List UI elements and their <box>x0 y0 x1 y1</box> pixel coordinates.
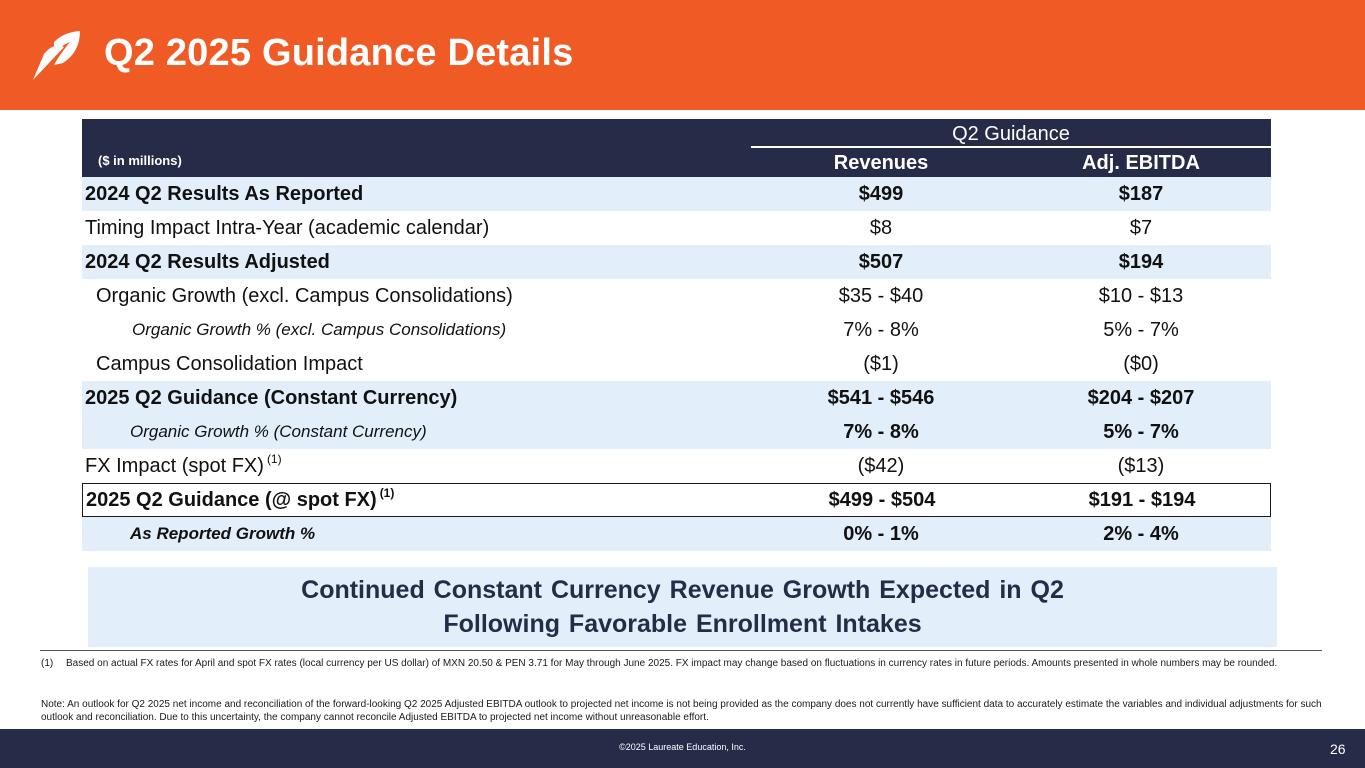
footnote-text: Based on actual FX rates for April and s… <box>66 658 1278 669</box>
footnote-divider <box>40 650 1322 651</box>
disclaimer-note: Note: An outlook for Q2 2025 net income … <box>41 699 1322 723</box>
row-label: Campus Consolidation Impact <box>96 352 363 375</box>
copyright-text: ©2025 Laureate Education, Inc. <box>619 742 746 752</box>
table-row: Timing Impact Intra-Year (academic calen… <box>82 211 1271 245</box>
revenues-cell: 0% - 1% <box>843 522 919 545</box>
revenues-cell: 7% - 8% <box>843 420 919 443</box>
row-label-text: 2025 Q2 Guidance (@ spot FX) <box>86 488 377 511</box>
table-row: Organic Growth % (Constant Currency) 7% … <box>82 415 1271 449</box>
revenues-cell: $8 <box>869 216 893 239</box>
guidance-table: ($ in millions) Q2 Guidance Revenues Adj… <box>82 119 1271 551</box>
row-label: 2024 Q2 Results As Reported <box>85 182 364 205</box>
leaf-logo-icon <box>33 31 80 80</box>
column-header-adj-ebitda: Adj. EBITDA <box>1082 152 1200 174</box>
ebitda-cell: $187 <box>1118 182 1164 205</box>
table-row: Campus Consolidation Impact ($1) ($0) <box>82 347 1271 381</box>
ebitda-cell: $10 - $13 <box>1098 284 1184 307</box>
row-label: 2025 Q2 Guidance (@ spot FX) (1) <box>86 484 394 516</box>
group-header-divider <box>751 146 1271 148</box>
table-row: As Reported Growth % 0% - 1% 2% - 4% <box>82 517 1271 551</box>
units-label: ($ in millions) <box>98 153 182 168</box>
footnote-marker: (1) <box>379 486 395 500</box>
ebitda-cell: ($0) <box>1123 352 1159 375</box>
callout-line-2: Following Favorable Enrollment Intakes <box>443 610 922 638</box>
footnote-1: (1) Based on actual FX rates for April a… <box>41 657 1321 670</box>
row-label: FX Impact (spot FX) (1) <box>85 449 282 483</box>
revenues-cell: ($1) <box>863 352 899 375</box>
column-header-revenues: Revenues <box>833 152 929 174</box>
header-bar: Q2 2025 Guidance Details <box>0 0 1365 110</box>
ebitda-cell: 5% - 7% <box>1103 420 1179 443</box>
row-label: 2024 Q2 Results Adjusted <box>85 250 330 273</box>
ebitda-cell: 5% - 7% <box>1103 318 1179 341</box>
table-row: 2024 Q2 Results Adjusted $507 $194 <box>82 245 1271 279</box>
page-title: Q2 2025 Guidance Details <box>104 32 574 74</box>
callout-line-1: Continued Constant Currency Revenue Grow… <box>301 576 1064 604</box>
row-label: Organic Growth (excl. Campus Consolidati… <box>96 284 513 307</box>
ebitda-cell: $7 <box>1129 216 1153 239</box>
row-label: Timing Impact Intra-Year (academic calen… <box>85 216 490 239</box>
table-row-highlighted: 2025 Q2 Guidance (@ spot FX) (1) $499 - $… <box>82 483 1271 517</box>
row-label-text: FX Impact (spot FX) <box>85 454 264 477</box>
revenues-cell: ($42) <box>857 454 905 477</box>
revenues-cell: 7% - 8% <box>843 318 919 341</box>
page-number: 26 <box>1330 741 1346 757</box>
footer-bar: ©2025 Laureate Education, Inc. 26 <box>0 729 1365 768</box>
ebitda-cell: $204 - $207 <box>1087 386 1195 409</box>
table-header: ($ in millions) Q2 Guidance Revenues Adj… <box>82 119 1271 177</box>
footnote-marker: (1) <box>266 452 282 466</box>
table-row: 2024 Q2 Results As Reported $499 $187 <box>82 177 1271 211</box>
table-row: Organic Growth % (excl. Campus Consolida… <box>82 313 1271 347</box>
revenues-cell: $35 - $40 <box>838 284 924 307</box>
row-label: As Reported Growth % <box>130 524 316 543</box>
table-row: 2025 Q2 Guidance (Constant Currency) $54… <box>82 381 1271 415</box>
row-label: 2025 Q2 Guidance (Constant Currency) <box>85 386 458 409</box>
callout-box: Continued Constant Currency Revenue Grow… <box>88 567 1277 647</box>
ebitda-cell: 2% - 4% <box>1103 522 1179 545</box>
ebitda-cell: $194 <box>1118 250 1164 273</box>
row-label: Organic Growth % (Constant Currency) <box>130 422 427 441</box>
row-label: Organic Growth % (excl. Campus Consolida… <box>132 320 507 339</box>
footnote-number: (1) <box>41 658 54 669</box>
revenues-cell: $499 - $504 <box>828 488 936 511</box>
table-row: FX Impact (spot FX) (1) ($42) ($13) <box>82 449 1271 483</box>
revenues-cell: $499 <box>858 182 904 205</box>
revenues-cell: $507 <box>858 250 904 273</box>
ebitda-cell: ($13) <box>1117 454 1165 477</box>
table-row: Organic Growth (excl. Campus Consolidati… <box>82 279 1271 313</box>
revenues-cell: $541 - $546 <box>827 386 935 409</box>
group-header: Q2 Guidance <box>952 123 1070 145</box>
ebitda-cell: $191 - $194 <box>1088 488 1196 511</box>
